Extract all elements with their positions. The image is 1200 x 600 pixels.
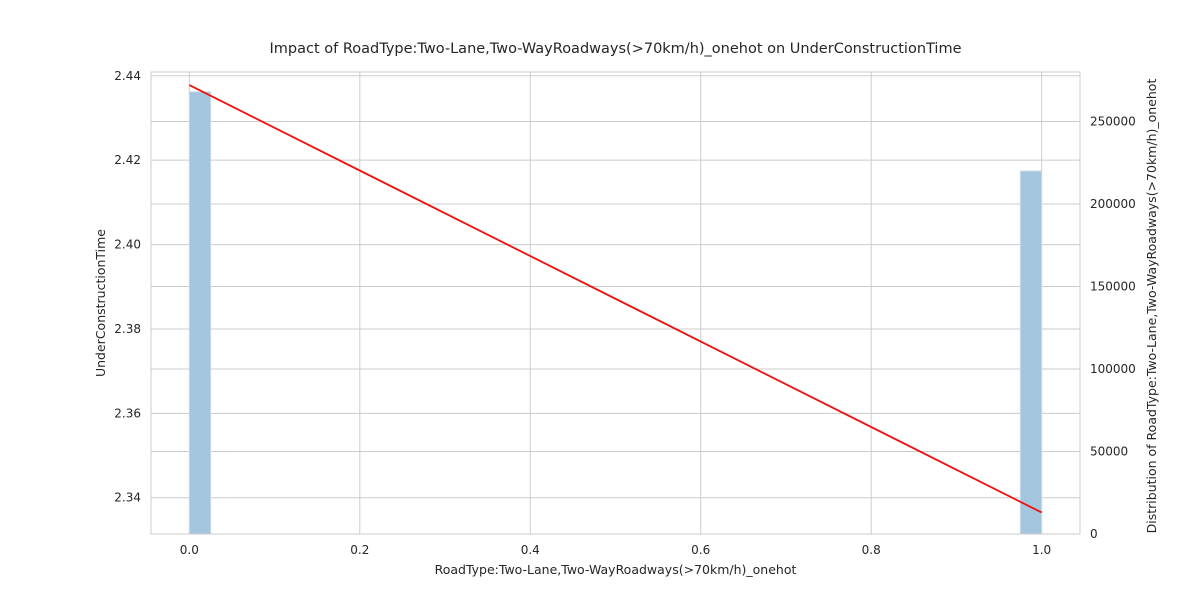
y2-tick-labels: 0 50000 100000 150000 200000 250000 [1090, 115, 1136, 542]
y2-tick-label: 0 [1090, 527, 1098, 541]
x-tick-label: 1.0 [1032, 543, 1051, 557]
plot-frame [150, 71, 1081, 535]
trend-line-group [188, 84, 1043, 514]
y2-tick-label: 50000 [1090, 445, 1128, 459]
histogram-bar [1019, 170, 1043, 535]
chart-title: Impact of RoadType:Two-Lane,Two-WayRoadw… [270, 41, 962, 57]
x-tick-label: 0.4 [521, 543, 540, 557]
y-tick-label: 2.34 [114, 491, 141, 505]
trend-line [188, 84, 1043, 514]
y2-tick-label: 200000 [1090, 197, 1136, 211]
y2-tick-label: 100000 [1090, 362, 1136, 376]
y2-axis-label: Distribution of RoadType:Two-Lane,Two-Wa… [1144, 79, 1159, 534]
y-tick-label: 2.44 [114, 69, 141, 83]
histogram-bar [188, 91, 212, 535]
y-tick-labels: 2.34 2.36 2.38 2.40 2.42 2.44 [114, 69, 141, 505]
y-tick-label: 2.36 [114, 406, 141, 420]
y-tick-label: 2.38 [114, 322, 141, 336]
x-axis-label: RoadType:Two-Lane,Two-WayRoadways(>70km/… [435, 562, 797, 577]
x-tick-labels: 0.0 0.2 0.4 0.6 0.8 1.0 [180, 543, 1051, 557]
y2-tick-label: 150000 [1090, 280, 1136, 294]
x-tick-label: 0.8 [862, 543, 881, 557]
y-tick-label: 2.40 [114, 238, 141, 252]
histogram-bars [188, 91, 1043, 535]
grid [151, 72, 1080, 535]
y2-tick-label: 250000 [1090, 115, 1136, 129]
x-tick-label: 0.6 [691, 543, 710, 557]
x-tick-label: 0.2 [350, 543, 369, 557]
x-tick-label: 0.0 [180, 543, 199, 557]
y-tick-label: 2.42 [114, 153, 141, 167]
y-axis-label: UnderConstructionTime [93, 229, 108, 377]
